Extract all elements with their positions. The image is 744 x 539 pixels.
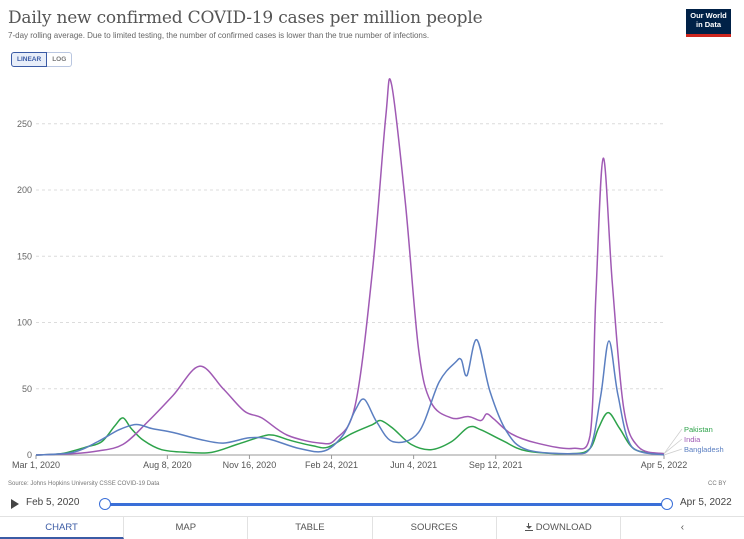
y-tick-label: 250 <box>17 119 32 129</box>
tab-download[interactable]: DOWNLOAD <box>497 517 621 539</box>
y-tick-label: 150 <box>17 251 32 261</box>
legend-connector <box>663 428 683 454</box>
legend-label: Bangladesh <box>684 445 724 454</box>
source-note[interactable]: Source: Johns Hopkins University CSSE CO… <box>8 481 160 487</box>
y-axis: 0 50 100 150 200 250 <box>17 119 32 460</box>
legend-label: India <box>684 435 701 444</box>
license-label[interactable]: CC BY <box>708 481 727 487</box>
chart-title: Daily new confirmed COVID-19 cases per m… <box>8 8 483 28</box>
grid-lines <box>36 123 664 456</box>
tab-map[interactable]: MAP <box>124 517 249 539</box>
download-icon <box>524 523 533 531</box>
series-lines <box>35 78 665 456</box>
timeline-end-handle[interactable] <box>661 498 673 510</box>
scale-toggle: LINEAR LOG <box>11 52 73 67</box>
legend-label: Pakistan <box>684 425 713 434</box>
x-axis: Mar 1, 2020 Aug 8, 2020 Nov 16, 2020 Feb 24… <box>12 455 687 470</box>
share-icon: ‹ <box>680 522 685 533</box>
x-tick-label: Apr 5, 2022 <box>641 460 688 470</box>
tab-sources[interactable]: SOURCES <box>373 517 497 539</box>
legend-connector <box>663 438 683 454</box>
owid-logo[interactable]: Our World in Data <box>686 9 731 37</box>
y-tick-label: 50 <box>22 384 32 394</box>
timeline-start-label: Feb 5, 2020 <box>26 497 80 508</box>
timeline-end-label: Apr 5, 2022 <box>680 497 732 508</box>
timeline-track[interactable] <box>104 503 666 506</box>
line-chart: 0 50 100 150 200 250 Mar 1, 2020 Aug 8, 2020 No… <box>12 78 724 470</box>
tab-bar: CHART MAP TABLE SOURCES DOWNLOAD ‹ <box>0 516 744 539</box>
linear-scale-button[interactable]: LINEAR <box>11 52 48 67</box>
tab-table[interactable]: TABLE <box>248 517 373 539</box>
owid-logo-text: Our World in Data <box>690 11 727 29</box>
x-tick-label: Nov 16, 2020 <box>223 460 277 470</box>
y-tick-label: 0 <box>27 450 32 460</box>
tab-chart[interactable]: CHART <box>0 517 125 539</box>
series-line-india <box>35 78 665 456</box>
x-tick-label: Sep 12, 2021 <box>469 460 523 470</box>
x-tick-label: Aug 8, 2020 <box>143 460 192 470</box>
legend-connector <box>663 448 683 456</box>
tab-download-label: DOWNLOAD <box>535 522 592 533</box>
y-tick-label: 100 <box>17 318 32 328</box>
x-tick-label: Feb 24, 2021 <box>305 460 358 470</box>
owid-logo-bar <box>686 34 731 37</box>
chart-subtitle: 7-day rolling average. Due to limited te… <box>8 31 430 40</box>
timeline-start-handle[interactable] <box>99 498 111 510</box>
series-line-bangladesh <box>35 338 665 456</box>
x-tick-label: Mar 1, 2020 <box>12 460 60 470</box>
x-tick-label: Jun 4, 2021 <box>390 460 437 470</box>
y-tick-label: 200 <box>17 185 32 195</box>
play-icon[interactable] <box>11 499 19 509</box>
tab-share[interactable]: ‹ <box>621 517 744 539</box>
timeline: Feb 5, 2020 Apr 5, 2022 <box>0 494 744 514</box>
log-scale-button[interactable]: LOG <box>47 52 73 67</box>
